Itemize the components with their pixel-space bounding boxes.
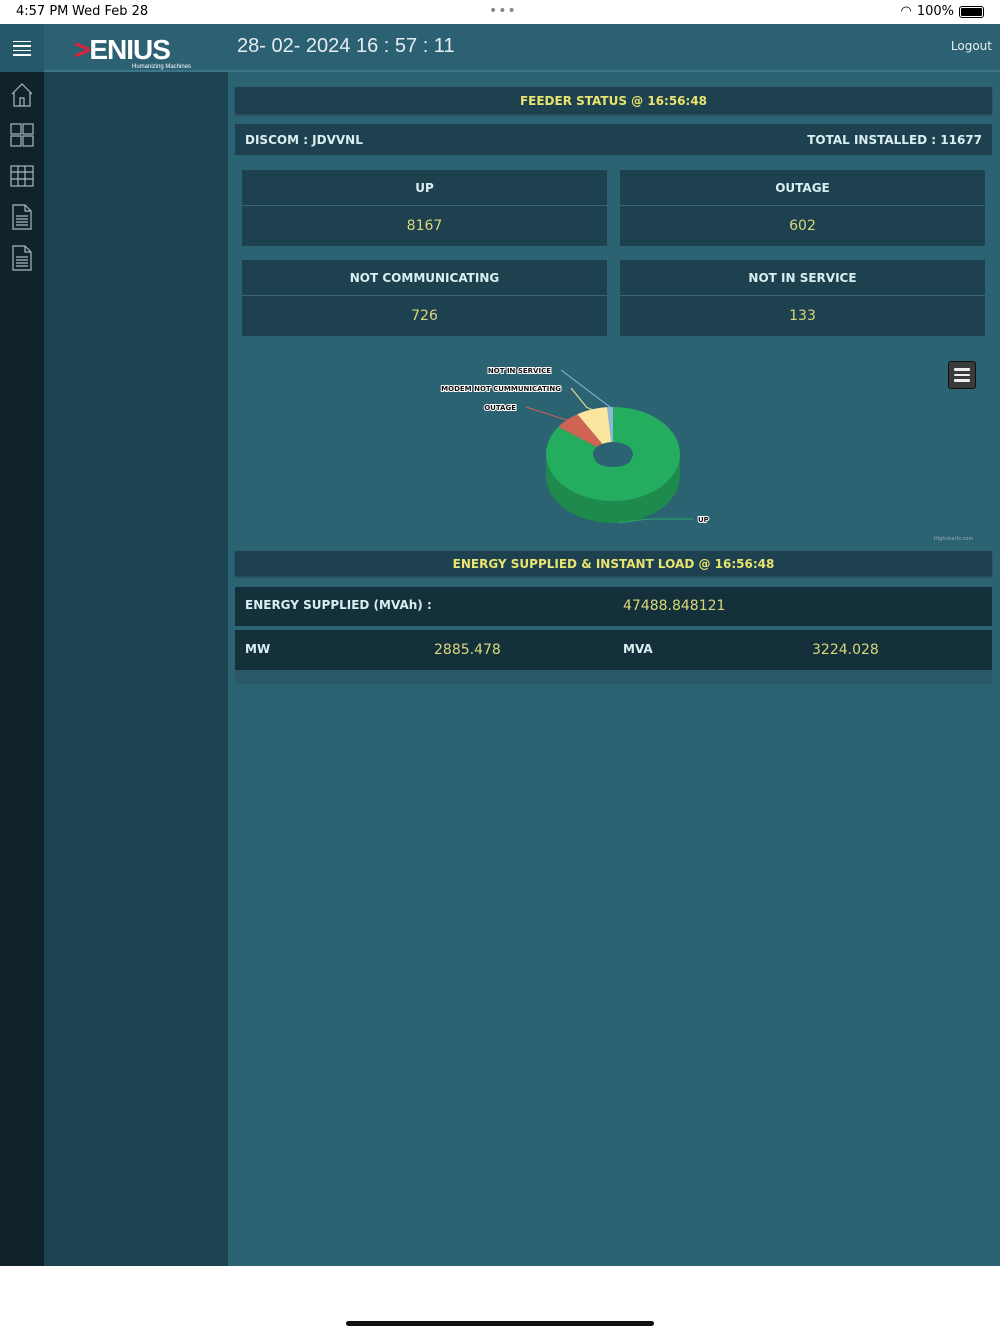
energy-supplied-row: ENERGY SUPPLIED (MVAh) : 47488.848121 (235, 587, 992, 626)
icon-nav (0, 72, 44, 1266)
pie-slice-modem-not-cummunicating[interactable] (577, 407, 612, 444)
battery-percent: 100% (916, 4, 954, 19)
pie-slice-up[interactable] (546, 407, 680, 501)
data-label: NOT IN SERVICE (488, 367, 551, 375)
data-label: MODEM NOT CUMMUNICATING (441, 385, 561, 393)
card-value: 8167 (406, 218, 443, 234)
grid-icon[interactable] (10, 163, 34, 189)
mw-label: MW (245, 642, 271, 656)
main-content: FEEDER STATUS @ 16:56:48 DISCOM : JDVVNL… (228, 72, 1000, 1266)
battery-icon (959, 5, 984, 18)
document-icon[interactable] (10, 245, 34, 271)
energy-supplied-label: ENERGY SUPPLIED (MVAh) : (245, 598, 432, 612)
donut-side-wall (546, 454, 680, 523)
card-label: NOT IN SERVICE (620, 260, 985, 296)
xenius-logo: >ENIUS Humanizing Machines (74, 34, 192, 70)
pie-slice-outage[interactable] (558, 414, 603, 448)
discom-label: DISCOM : JDVVNL (245, 132, 363, 147)
report-icon[interactable] (10, 204, 34, 230)
mva-value: 3224.028 (812, 642, 879, 658)
chart-menu-button[interactable] (948, 361, 976, 389)
energy-title: ENERGY SUPPLIED & INSTANT LOAD @ 16:56:4… (235, 551, 992, 576)
card-value: 602 (789, 218, 816, 234)
card-not-in-service: NOT IN SERVICE 133 (620, 260, 985, 336)
instant-load-row: MW 2885.478 MVA 3224.028 (235, 630, 992, 670)
multitask-dots-icon[interactable]: ••• (489, 3, 517, 19)
home-indicator[interactable] (346, 1321, 654, 1326)
mw-value: 2885.478 (434, 642, 501, 658)
status-date: Wed Feb 28 (72, 4, 149, 19)
current-datetime: 28- 02- 2024 16 : 57 : 11 (237, 35, 455, 57)
connector-line (525, 406, 568, 421)
status-time: 4:57 PM (16, 4, 69, 19)
home-icon[interactable] (10, 82, 34, 108)
chart-credit[interactable]: Highcharts.com (934, 536, 974, 542)
feeder-status-donut-chart: UP OUTAGE MODEM NOT CUMMUNICATING NOT IN SE… (440, 366, 710, 525)
connector-line (570, 387, 592, 410)
status-bar: 4:57 PM Wed Feb 28 ••• ◠ 100% (0, 0, 1000, 24)
app-header: >ENIUS Humanizing Machines 28- 02- 2024 1… (0, 24, 1000, 72)
data-label: UP (698, 516, 709, 524)
discom-info-bar: DISCOM : JDVVNL TOTAL INSTALLED : 11677 (235, 124, 992, 155)
card-up: UP 8167 (242, 170, 607, 246)
energy-footer (235, 670, 992, 684)
card-not-communicating: NOT COMMUNICATING 726 (242, 260, 607, 336)
logout-link[interactable]: Logout (950, 39, 992, 53)
mva-label: MVA (623, 642, 653, 656)
card-value: 133 (789, 308, 816, 324)
card-value: 726 (411, 308, 438, 324)
dashboard-icon[interactable] (10, 122, 34, 148)
total-installed: TOTAL INSTALLED : 11677 (807, 132, 982, 147)
card-label: NOT COMMUNICATING (242, 260, 607, 296)
energy-supplied-value: 47488.848121 (623, 598, 726, 614)
sidebar-panel (44, 72, 228, 1266)
connector-line (618, 518, 693, 524)
card-label: OUTAGE (620, 170, 985, 206)
hamburger-menu-icon[interactable] (0, 24, 44, 72)
feeder-status-title: FEEDER STATUS @ 16:56:48 (235, 87, 992, 114)
logo-tagline: Humanizing Machines (132, 64, 192, 70)
pie-slice-not-in-service[interactable] (607, 407, 613, 443)
wifi-icon: ◠ (900, 4, 912, 19)
battery-status: ◠ 100% (900, 4, 984, 19)
card-outage: OUTAGE 602 (620, 170, 985, 246)
data-label: OUTAGE (484, 404, 516, 412)
connector-line (560, 369, 611, 408)
donut-hole (595, 451, 631, 467)
card-label: UP (242, 170, 607, 206)
